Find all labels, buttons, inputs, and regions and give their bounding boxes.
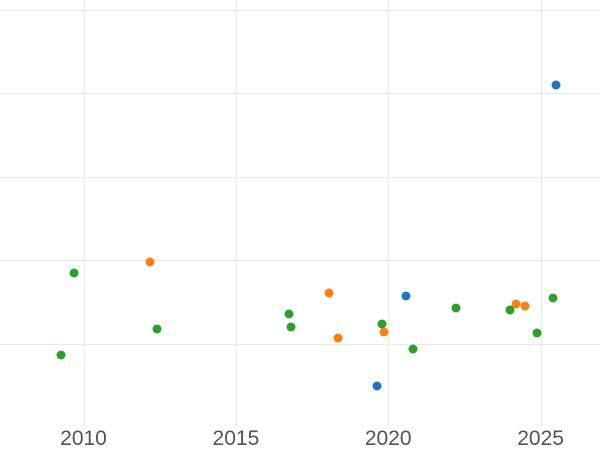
data-point-green (451, 303, 461, 313)
x-tick-label: 2025 (517, 427, 564, 450)
data-point-green (56, 350, 66, 360)
gridline-vertical (388, 0, 390, 427)
gridline-horizontal (0, 93, 600, 95)
data-point-orange (520, 301, 530, 311)
data-point-blue (401, 291, 411, 301)
data-point-orange (145, 257, 155, 267)
gridline-vertical (540, 0, 542, 427)
data-point-orange (511, 299, 521, 309)
data-point-green (284, 309, 294, 319)
data-point-orange (333, 333, 343, 343)
x-tick-label: 2015 (212, 427, 260, 450)
gridline-vertical (235, 0, 237, 427)
data-point-green (505, 305, 515, 315)
data-point-green (69, 268, 79, 278)
gridline-horizontal (0, 176, 600, 178)
data-point-blue (551, 80, 561, 90)
data-point-green (286, 322, 296, 332)
gridline-vertical (83, 0, 85, 427)
data-point-green (377, 319, 387, 329)
x-tick-label: 2020 (364, 427, 412, 450)
data-point-blue (372, 381, 382, 391)
x-axis: 2010 2015 2020 2025 (0, 426, 600, 450)
data-point-green (408, 344, 418, 353)
gridline-horizontal (0, 343, 600, 345)
gridline-horizontal (0, 260, 600, 262)
data-point-green (152, 324, 162, 333)
plot-area (0, 0, 600, 427)
data-point-green (532, 328, 542, 338)
x-tick-label: 2010 (60, 427, 107, 450)
data-point-orange (379, 327, 389, 337)
data-point-green (548, 293, 557, 303)
gridline-horizontal (0, 10, 600, 11)
data-point-orange (324, 288, 334, 298)
